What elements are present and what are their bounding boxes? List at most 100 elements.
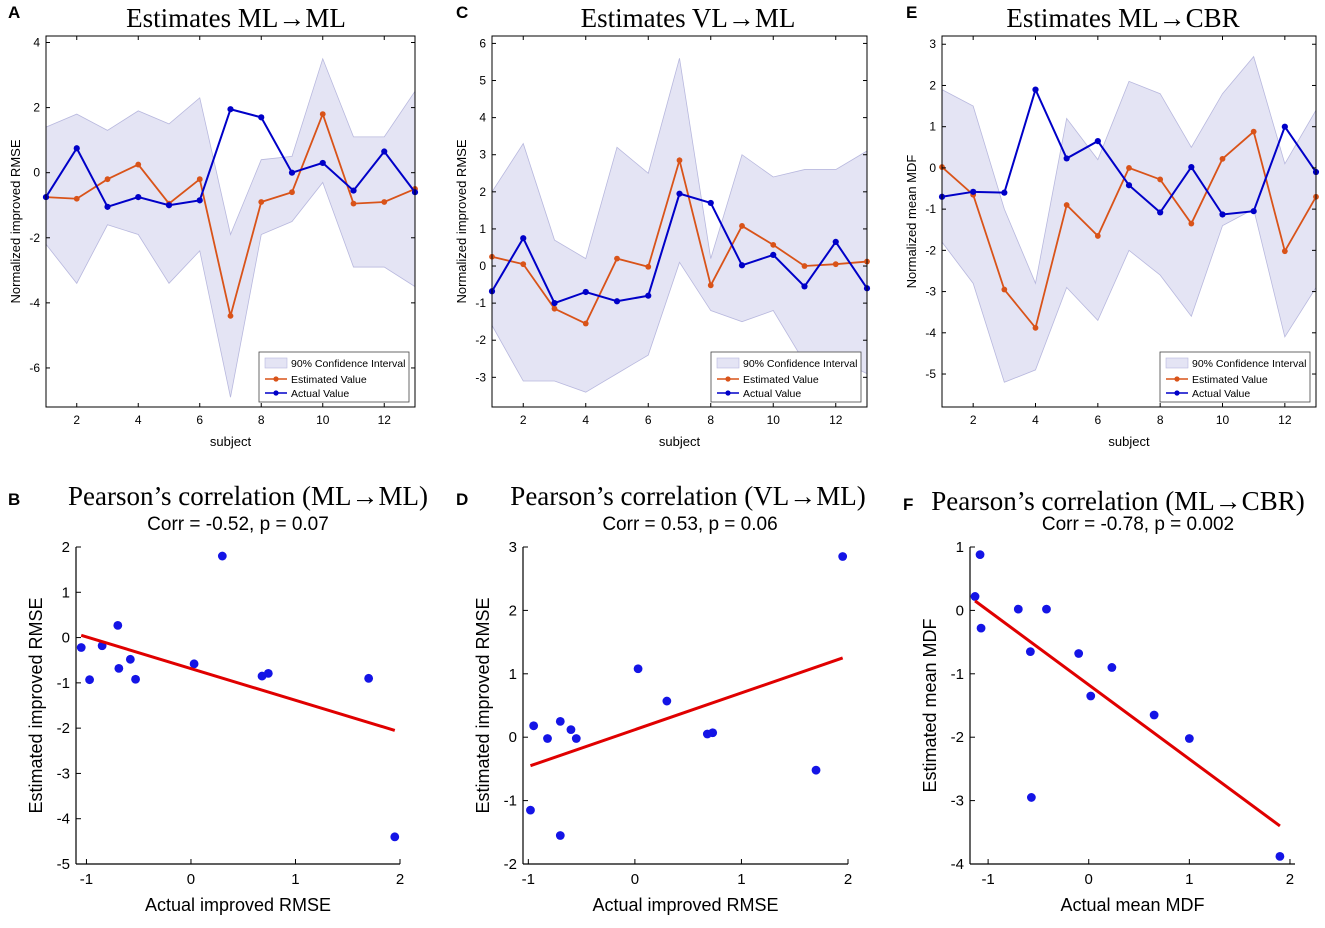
point-actual	[970, 188, 977, 195]
y-tick-label: 4	[33, 36, 40, 50]
panel-label: E	[906, 3, 917, 22]
y-tick-label: -4	[57, 811, 70, 828]
point-actual	[1281, 123, 1288, 130]
point-actual	[319, 159, 326, 167]
x-tick-label: 12	[1278, 413, 1292, 427]
x-tick-label: 10	[316, 413, 330, 427]
legend-swatch-ci	[1165, 357, 1189, 369]
panel-label: B	[8, 490, 20, 509]
x-tick-label: 0	[1085, 871, 1093, 888]
point-actual	[551, 300, 558, 307]
chart-title: Pearson’s correlation (VL→ML)	[510, 481, 865, 511]
point-estimated	[676, 157, 683, 164]
point-estimated	[614, 255, 620, 262]
y-axis-label: Normalized improved RMSE	[454, 139, 469, 303]
y-tick-label: -4	[29, 296, 40, 310]
plot-frame	[941, 35, 1317, 408]
y-tick-label: 2	[479, 185, 486, 199]
scatter-point	[970, 592, 980, 601]
point-actual	[707, 199, 714, 207]
chart-panel-b: B Pearson’s correlation (ML→ML) Corr = -0.…	[8, 481, 428, 915]
x-tick-label: 2	[970, 413, 977, 427]
x-tick-label: 1	[1185, 871, 1193, 888]
legend-label-ci: 90% Confidence Interval	[291, 358, 405, 370]
scatter-point	[131, 674, 140, 684]
y-tick-label: -1	[504, 793, 517, 810]
y-tick-label: 1	[956, 539, 964, 556]
point-actual	[832, 238, 839, 246]
confidence-band	[491, 58, 868, 393]
x-tick-label: 12	[829, 413, 843, 427]
point-actual	[1094, 138, 1101, 145]
point-estimated	[801, 263, 808, 269]
panel-label: A	[8, 3, 20, 22]
y-tick-label: -5	[925, 367, 936, 381]
x-tick-label: 12	[378, 413, 392, 427]
legend-label-ci: 90% Confidence Interval	[743, 358, 857, 370]
y-tick-label: -5	[57, 856, 70, 873]
y-axis-label: Normalized mean MDF	[904, 155, 919, 289]
x-axis-label: Actual improved RMSE	[592, 895, 778, 915]
scatter-point	[76, 643, 86, 652]
panel-label: C	[456, 3, 468, 22]
point-estimated	[551, 305, 558, 312]
point-actual	[288, 169, 296, 176]
x-axis-label: Actual improved RMSE	[145, 895, 331, 915]
legend-marker-estimated	[1174, 376, 1180, 382]
scatter-point	[1184, 734, 1194, 743]
panel-label: D	[456, 490, 468, 509]
plot-frame	[491, 35, 868, 408]
scatter-point	[1275, 851, 1285, 861]
y-tick-label: 2	[33, 101, 40, 115]
legend: 90% Confidence Interval Estimated Value Ac…	[1159, 351, 1311, 403]
y-tick-label: 2	[929, 78, 936, 92]
point-estimated	[104, 176, 111, 183]
legend-label-estimated: Estimated Value	[743, 374, 819, 386]
point-actual	[73, 145, 80, 152]
scatter-point	[1013, 604, 1023, 614]
legend-label-actual: Actual Value	[743, 388, 801, 400]
chart-subtitle: Corr = -0.78, p = 0.002	[1042, 514, 1234, 535]
point-estimated	[1250, 128, 1257, 135]
y-tick-label: -2	[57, 720, 70, 737]
point-actual	[676, 190, 683, 197]
regression-line	[974, 599, 1281, 828]
x-tick-label: 6	[1094, 413, 1101, 427]
point-estimated	[645, 263, 652, 270]
point-estimated	[832, 261, 839, 268]
x-axis-label: Actual mean MDF	[1060, 895, 1204, 915]
legend-marker-estimated	[725, 376, 731, 382]
y-tick-label: -2	[504, 856, 517, 873]
point-estimated	[381, 199, 388, 205]
point-estimated	[1219, 155, 1226, 162]
chart-subtitle: Corr = -0.52, p = 0.07	[147, 514, 329, 535]
y-tick-label: -1	[475, 296, 486, 310]
point-actual	[227, 106, 234, 113]
point-actual	[801, 283, 808, 290]
scatter-point	[114, 663, 124, 673]
point-actual	[520, 235, 527, 242]
scatter-point	[1026, 793, 1036, 802]
y-tick-label: 0	[509, 729, 517, 746]
legend: 90% Confidence Interval Estimated Value Ac…	[710, 351, 862, 403]
x-tick-label: 8	[258, 413, 265, 427]
point-actual	[770, 251, 777, 258]
point-estimated	[196, 176, 203, 183]
point-estimated	[1281, 248, 1288, 255]
x-tick-label: 2	[844, 871, 852, 888]
y-axis-label: Estimated improved RMSE	[26, 597, 46, 813]
point-estimated	[520, 261, 527, 268]
y-tick-label: 3	[479, 148, 486, 162]
chart-title: Pearson’s correlation (ML→ML)	[68, 481, 428, 511]
point-estimated	[258, 199, 265, 205]
y-tick-label: 1	[62, 584, 70, 601]
x-tick-label: 6	[196, 413, 203, 427]
y-tick-label: 4	[479, 111, 486, 125]
point-actual	[196, 197, 203, 204]
confidence-band	[941, 55, 1317, 383]
point-estimated	[770, 241, 777, 248]
scatter-point	[571, 734, 581, 743]
plot-frame	[45, 35, 416, 408]
legend-marker-actual	[1174, 390, 1180, 396]
y-tick-label: -2	[925, 243, 936, 257]
